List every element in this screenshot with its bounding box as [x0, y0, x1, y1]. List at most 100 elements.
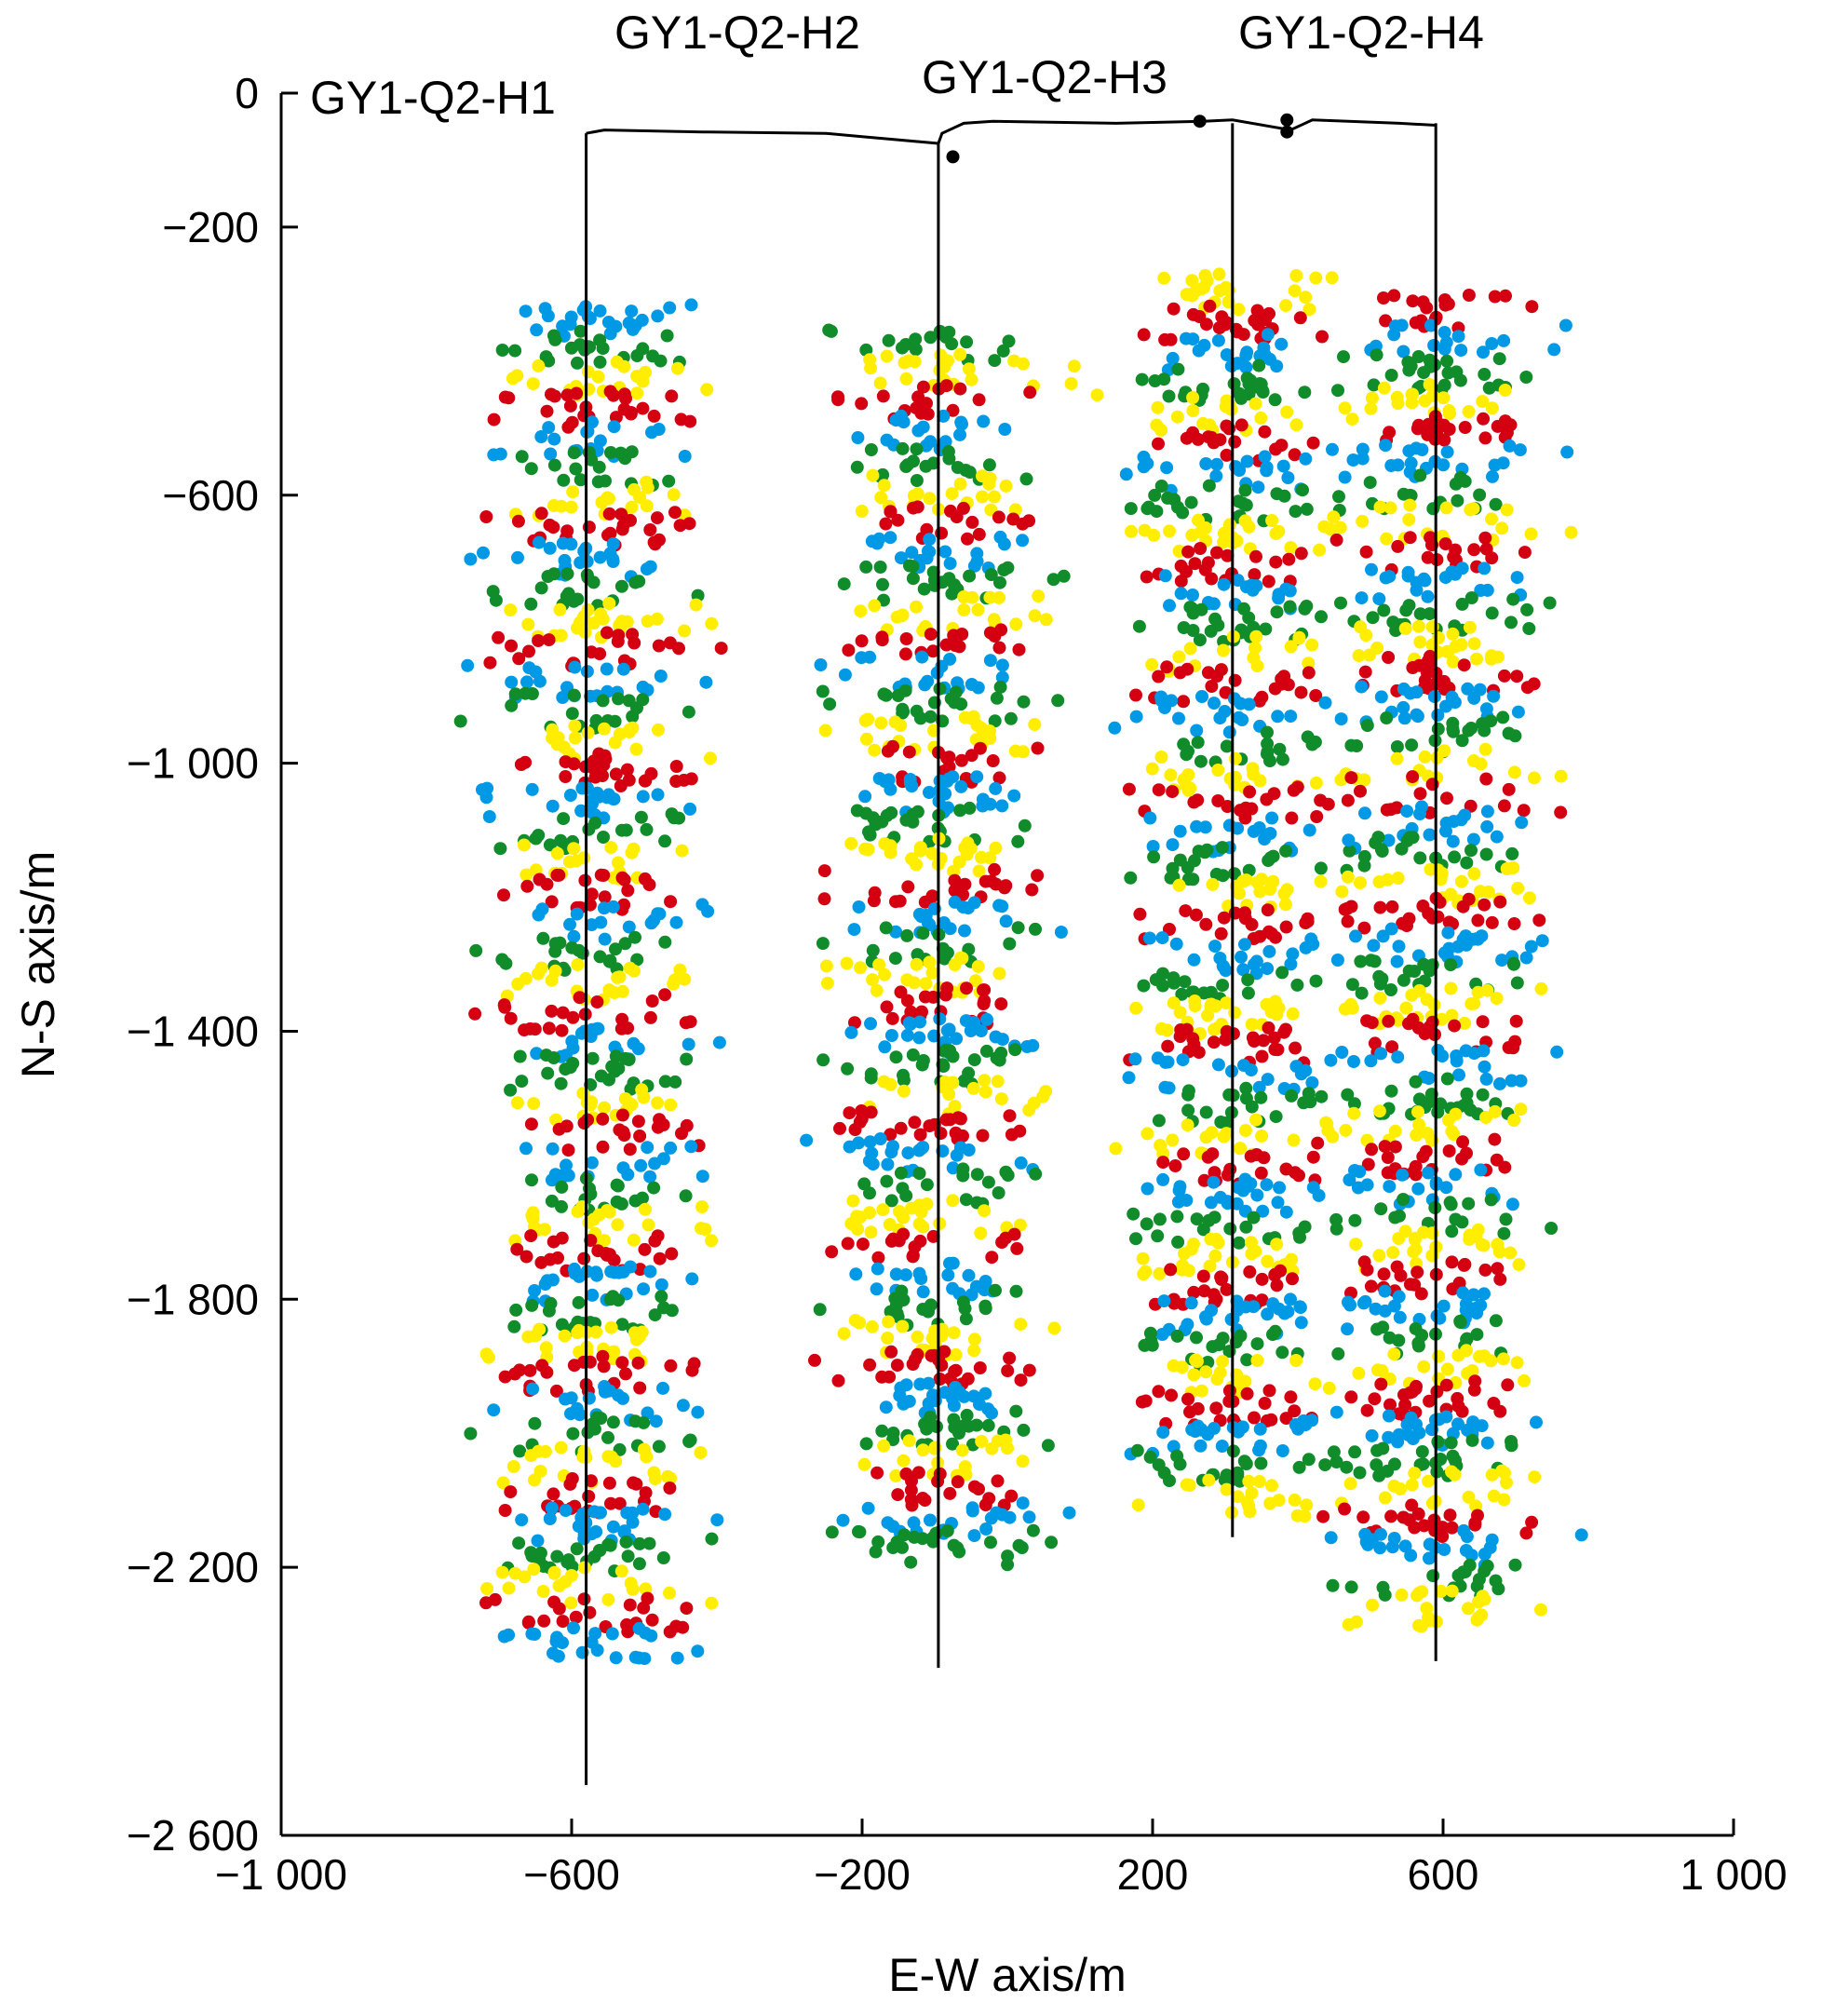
event-point	[1413, 851, 1427, 865]
event-point	[1186, 589, 1199, 602]
event-point	[1467, 691, 1481, 705]
event-point	[1258, 1397, 1272, 1410]
event-point	[1220, 1116, 1234, 1130]
event-point	[1039, 613, 1053, 627]
event-point	[1467, 637, 1481, 651]
event-point	[1031, 741, 1045, 755]
event-point	[1464, 591, 1478, 604]
event-point	[1491, 1238, 1505, 1252]
event-point	[906, 337, 920, 351]
event-point	[992, 771, 1006, 785]
event-point	[1400, 833, 1414, 847]
event-point	[1478, 368, 1491, 381]
event-point	[851, 431, 865, 444]
event-point	[1492, 352, 1506, 366]
event-point	[1358, 1294, 1372, 1308]
event-point	[1401, 565, 1415, 579]
event-point	[567, 929, 581, 943]
event-point	[1191, 1401, 1205, 1415]
event-point	[545, 1173, 559, 1187]
event-point	[1255, 1049, 1269, 1063]
event-point	[1280, 405, 1294, 419]
event-point	[1249, 579, 1263, 593]
event-point	[486, 585, 500, 599]
event-point	[1298, 1509, 1312, 1523]
event-point	[1292, 1169, 1305, 1183]
event-point	[1478, 1287, 1491, 1301]
event-point	[1497, 1493, 1511, 1507]
event-point	[953, 382, 967, 396]
event-point	[1234, 1142, 1248, 1156]
event-point	[1440, 1072, 1454, 1086]
event-point	[1262, 944, 1276, 958]
event-point	[1012, 643, 1026, 656]
event-point	[843, 1140, 857, 1154]
event-point	[1250, 1354, 1264, 1367]
event-point	[556, 1636, 569, 1650]
event-point	[1195, 690, 1208, 703]
event-point	[1171, 1235, 1185, 1249]
event-point	[1380, 711, 1394, 724]
event-point	[1467, 1383, 1481, 1397]
event-point	[1387, 1299, 1401, 1313]
event-point	[1228, 751, 1242, 765]
event-point	[1317, 520, 1331, 534]
event-point	[695, 1170, 709, 1184]
event-point	[897, 705, 911, 719]
event-point	[933, 1373, 947, 1386]
event-point	[691, 1405, 705, 1419]
event-point	[992, 590, 1006, 604]
event-point	[967, 1389, 980, 1403]
event-point	[1424, 531, 1437, 545]
event-point	[556, 1615, 570, 1629]
event-point	[1348, 1213, 1362, 1227]
event-point	[1031, 869, 1045, 883]
event-point	[1286, 1272, 1299, 1286]
event-point	[564, 1569, 578, 1582]
event-point	[570, 907, 584, 921]
event-point	[1509, 1014, 1523, 1028]
event-point	[1252, 694, 1266, 708]
event-point	[1550, 1045, 1564, 1059]
event-point	[1292, 630, 1306, 644]
event-point	[1172, 878, 1186, 892]
y-tick-label: −1 400	[127, 1007, 259, 1055]
event-point	[1129, 1001, 1143, 1015]
event-point	[1243, 1265, 1257, 1279]
event-point	[533, 1322, 547, 1336]
event-point	[916, 380, 930, 394]
event-point	[1391, 1435, 1405, 1449]
event-point	[1229, 770, 1242, 784]
event-point	[601, 1592, 615, 1606]
event-point	[536, 1585, 550, 1598]
event-point	[1253, 1422, 1267, 1436]
event-point	[1497, 333, 1511, 347]
event-point	[855, 397, 869, 411]
event-point	[1275, 752, 1289, 766]
event-point	[1505, 846, 1519, 860]
event-point	[1416, 295, 1430, 309]
event-point	[543, 838, 557, 852]
event-point	[1240, 1387, 1254, 1400]
event-point	[1216, 841, 1229, 855]
event-point	[481, 1350, 495, 1364]
event-point	[1341, 870, 1355, 884]
event-point	[863, 1358, 877, 1372]
event-point	[900, 1028, 914, 1042]
event-point	[1008, 1043, 1022, 1057]
event-point	[596, 694, 610, 708]
event-point	[1245, 1100, 1259, 1114]
event-point	[453, 714, 467, 728]
event-point	[1136, 1252, 1150, 1265]
event-point	[1363, 476, 1377, 490]
event-point	[1129, 1232, 1142, 1246]
event-point	[978, 1204, 992, 1218]
event-point	[1186, 332, 1200, 346]
event-point	[1137, 328, 1151, 342]
event-point	[1345, 413, 1359, 426]
event-point	[560, 524, 574, 538]
event-point	[1514, 1074, 1528, 1088]
event-point	[1478, 1060, 1491, 1074]
event-point	[622, 316, 636, 330]
event-point	[1410, 422, 1424, 436]
